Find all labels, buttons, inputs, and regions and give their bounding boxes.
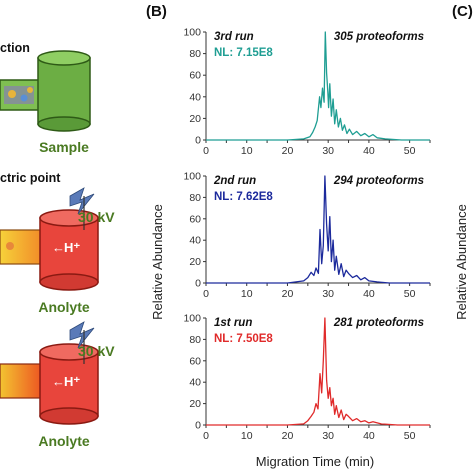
- proteoform-count-label: 305 proteoforms: [334, 31, 424, 43]
- voltage-label-1: 30 kV: [78, 209, 115, 225]
- proton-arrow-2: ←: [52, 374, 65, 389]
- sample-vial-icon: [37, 50, 91, 132]
- x-tick-label: 30: [322, 430, 334, 442]
- y-tick-label: 40: [189, 377, 201, 389]
- proton-arrow-1: ←: [52, 240, 65, 255]
- partial-text-2: ctric point: [0, 171, 61, 185]
- x-tick-label: 50: [404, 145, 416, 157]
- y-tick-label: 60: [189, 213, 201, 225]
- y-tick-label: 80: [189, 334, 201, 346]
- x-tick-label: 20: [282, 430, 294, 442]
- x-tick-label: 30: [322, 288, 334, 300]
- y-tick-label: 40: [189, 235, 201, 247]
- y-tick-label: 0: [195, 135, 201, 147]
- x-tick-label: 0: [203, 288, 209, 300]
- proteoform-count-label: 281 proteoforms: [333, 317, 424, 329]
- sample-label: Sample: [39, 139, 89, 155]
- proton-label-1: H⁺: [64, 240, 80, 255]
- run-label: 2nd run: [213, 175, 256, 187]
- subplot-1: 0 20 40 60 80 100 0 10 20 30 40 50 3rd run NL: 7.15E8…: [183, 27, 431, 157]
- subplot-2: 0 20 40 60 80 100 0 10 20 30 40 50 2nd run NL: 7.62E8…: [183, 171, 431, 300]
- series-trace-3: [206, 317, 430, 426]
- x-tick-label: 10: [241, 145, 253, 157]
- left-schematic-panel: ction ctric point Sample: [0, 41, 115, 449]
- x-tick-label: 40: [363, 288, 375, 300]
- x-tick-label: 10: [241, 430, 253, 442]
- y-tick-label: 80: [189, 192, 201, 204]
- x-tick-label: 0: [203, 430, 209, 442]
- partial-text-1: ction: [0, 41, 30, 55]
- y-tick-label: 40: [189, 91, 201, 103]
- series-trace-1: [206, 31, 430, 141]
- anolyte-label-2: Anolyte: [38, 433, 90, 449]
- y-tick-label: 100: [183, 27, 201, 39]
- panel-c-label: (C): [452, 3, 473, 20]
- x-tick-label: 40: [363, 145, 375, 157]
- y-tick-label: 20: [189, 398, 201, 410]
- y-tick-label: 100: [183, 171, 201, 183]
- x-tick-label: 50: [404, 288, 416, 300]
- anolyte-vial-2: [39, 343, 99, 425]
- electrode-icon-2: [69, 321, 95, 364]
- y-tick-label: 60: [189, 355, 201, 367]
- proteoform-count-label: 294 proteoforms: [333, 175, 424, 187]
- y-tick-label: 80: [189, 48, 201, 60]
- run-label: 1st run: [214, 317, 252, 329]
- x-tick-label: 10: [241, 288, 253, 300]
- nl-label: NL: 7.15E8: [214, 47, 273, 59]
- series-trace-2: [206, 175, 430, 284]
- y-tick-label: 20: [189, 113, 201, 125]
- x-axis-label: Migration Time (min): [256, 454, 374, 469]
- x-tick-label: 40: [363, 430, 375, 442]
- x-tick-label: 20: [282, 288, 294, 300]
- x-tick-label: 30: [322, 145, 334, 157]
- anolyte-label-1: Anolyte: [38, 299, 90, 315]
- y-tick-label: 0: [195, 420, 201, 432]
- nl-label: NL: 7.50E8: [214, 333, 273, 345]
- x-tick-label: 50: [404, 430, 416, 442]
- y-tick-label: 20: [189, 256, 201, 268]
- y-axis-label: Relative Abundance: [150, 204, 165, 320]
- right-y-axis-label: Relative Abundance: [454, 204, 469, 320]
- y-tick-label: 60: [189, 70, 201, 82]
- y-tick-label: 100: [183, 313, 201, 325]
- proton-label-2: H⁺: [64, 374, 80, 389]
- nl-label: NL: 7.62E8: [214, 191, 273, 203]
- subplot-3: 0 20 40 60 80 100 0 10 20 30 40 50 1st run NL: 7.50E8…: [183, 313, 431, 442]
- x-tick-label: 0: [203, 145, 209, 157]
- voltage-label-2: 30 kV: [78, 343, 115, 359]
- run-label: 3rd run: [214, 31, 254, 43]
- y-tick-label: 0: [195, 278, 201, 290]
- panel-b-label: (B): [146, 3, 167, 20]
- x-tick-label: 20: [282, 145, 294, 157]
- electrode-icon-1: [69, 187, 95, 230]
